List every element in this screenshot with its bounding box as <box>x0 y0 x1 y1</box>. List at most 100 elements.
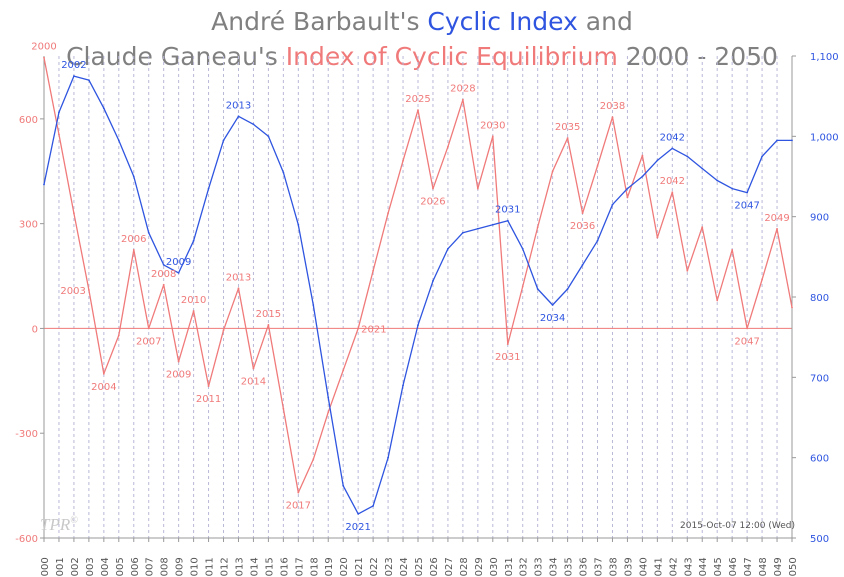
data-point-cyclic-index <box>521 247 524 250</box>
data-point-equilibrium <box>372 269 375 272</box>
x-axis-tick-label: 2008 <box>160 557 171 577</box>
data-point-equilibrium <box>102 372 105 375</box>
x-axis-tick-label: 2009 <box>175 557 186 577</box>
x-axis-tick-label: 2007 <box>145 557 156 577</box>
data-point-cyclic-index <box>761 155 763 158</box>
data-label-equilibrium: 2038 <box>600 101 625 112</box>
data-point-equilibrium <box>447 145 449 148</box>
x-axis-tick-label: 2016 <box>279 557 290 577</box>
data-label-cyclic-index: 2034 <box>540 313 565 324</box>
data-point-equilibrium <box>402 159 404 162</box>
x-axis-tick-label: 2042 <box>668 557 679 577</box>
x-axis-tick-label: 2011 <box>205 557 216 577</box>
data-point-cyclic-index <box>87 79 90 81</box>
data-point-equilibrium <box>761 278 763 281</box>
data-point-cyclic-index <box>297 223 300 226</box>
data-point-equilibrium <box>536 226 539 229</box>
data-point-cyclic-index <box>447 247 449 250</box>
data-point-cyclic-index <box>177 272 180 274</box>
data-point-cyclic-index <box>147 231 150 234</box>
data-point-equilibrium <box>476 187 479 190</box>
data-label-equilibrium: 2011 <box>196 394 221 405</box>
x-axis-tick-label: 2044 <box>698 557 709 577</box>
right-axis-tick-label: 1,000 <box>810 132 839 143</box>
data-label-equilibrium: 2009 <box>166 370 191 381</box>
x-axis-tick-label: 2000 <box>40 557 51 577</box>
data-point-cyclic-index <box>312 304 315 306</box>
data-point-cyclic-index <box>476 227 479 230</box>
data-point-equilibrium <box>566 137 569 139</box>
data-point-equilibrium <box>701 226 704 229</box>
data-point-equilibrium <box>222 329 225 332</box>
x-axis-tick-label: 2045 <box>713 557 724 577</box>
data-point-equilibrium <box>671 191 674 194</box>
data-point-equilibrium <box>43 56 45 59</box>
data-point-cyclic-index <box>461 231 464 234</box>
data-point-equilibrium <box>237 287 240 290</box>
data-point-cyclic-index <box>252 123 255 126</box>
data-point-equilibrium <box>58 133 60 136</box>
data-point-cyclic-index <box>551 304 554 306</box>
x-axis-tick-label: 2032 <box>519 557 530 577</box>
x-axis: 2000 2001 2002 2003 2004 2005 2006 2007 2008 2009… <box>40 538 799 577</box>
title-text-cyclic-index: Cyclic Index <box>427 7 578 36</box>
x-axis-tick-label: 2038 <box>608 557 619 577</box>
data-label-equilibrium: 2010 <box>181 295 206 306</box>
data-label-cyclic-index: 2009 <box>166 257 191 268</box>
data-point-cyclic-index <box>491 223 494 226</box>
data-point-equilibrium <box>312 458 315 461</box>
chart-title-line-1: André Barbault's Cyclic Index and <box>0 4 844 39</box>
data-point-equilibrium <box>207 385 210 387</box>
data-point-equilibrium <box>132 248 135 251</box>
data-point-cyclic-index <box>342 484 345 487</box>
data-label-equilibrium: 2049 <box>764 213 789 224</box>
watermark: TPR© <box>40 515 78 534</box>
x-axis-tick-label: 2002 <box>70 557 81 577</box>
left-axis-tick-label: 0 <box>32 324 38 335</box>
data-point-equilibrium <box>387 212 389 215</box>
data-point-cyclic-index <box>372 504 375 507</box>
data-label-equilibrium: 2036 <box>570 221 595 232</box>
data-point-cyclic-index <box>566 288 569 290</box>
data-point-equilibrium <box>267 324 270 326</box>
data-point-cyclic-index <box>58 111 60 114</box>
x-axis-tick-label: 2005 <box>115 557 126 577</box>
data-point-cyclic-index <box>731 187 734 190</box>
left-axis-tick-label: -600 <box>15 534 38 545</box>
x-axis-tick-label: 2039 <box>623 557 634 577</box>
x-axis-tick-label: 2029 <box>474 557 485 577</box>
x-axis-tick-label: 2034 <box>549 557 560 577</box>
data-label-cyclic-index: 2021 <box>345 522 370 533</box>
data-label-equilibrium: 2017 <box>286 501 311 512</box>
data-point-equilibrium <box>357 327 360 330</box>
title-text-barbault: André Barbault's <box>211 7 428 36</box>
x-axis-tick-label: 2001 <box>55 557 66 577</box>
x-axis-tick-label: 2026 <box>429 557 440 577</box>
x-axis-tick-label: 2003 <box>85 557 96 577</box>
data-label-equilibrium: 2047 <box>734 336 759 347</box>
x-axis-tick-label: 2043 <box>683 557 694 577</box>
title-text-equilibrium: Index of Cyclic Equilibrium <box>285 42 618 71</box>
data-label-cyclic-index: 2047 <box>734 201 759 212</box>
data-point-equilibrium <box>147 327 150 330</box>
x-axis-tick-label: 2028 <box>459 557 470 577</box>
data-label-cyclic-index: 2013 <box>226 100 251 111</box>
data-point-equilibrium <box>716 299 719 302</box>
right-axis-tick-label: 700 <box>810 373 829 384</box>
data-point-equilibrium <box>521 285 524 288</box>
data-point-cyclic-index <box>192 239 195 242</box>
data-point-cyclic-index <box>73 75 75 77</box>
title-text-ganeau: Claude Ganeau's <box>66 42 286 71</box>
right-axis-tick-label: 800 <box>810 293 829 304</box>
data-point-equilibrium <box>417 109 419 112</box>
data-point-cyclic-index <box>746 191 749 194</box>
x-axis-tick-label: 2037 <box>594 557 605 577</box>
data-point-equilibrium <box>656 236 659 239</box>
x-axis-tick-label: 2046 <box>728 557 739 577</box>
x-axis-tick-label: 2017 <box>294 557 305 577</box>
x-axis-tick-label: 2027 <box>444 557 455 577</box>
data-label-equilibrium: 2026 <box>420 197 445 208</box>
data-point-cyclic-index <box>536 288 539 290</box>
data-label-cyclic-index: 2002 <box>61 60 86 71</box>
series-layer <box>43 56 793 515</box>
